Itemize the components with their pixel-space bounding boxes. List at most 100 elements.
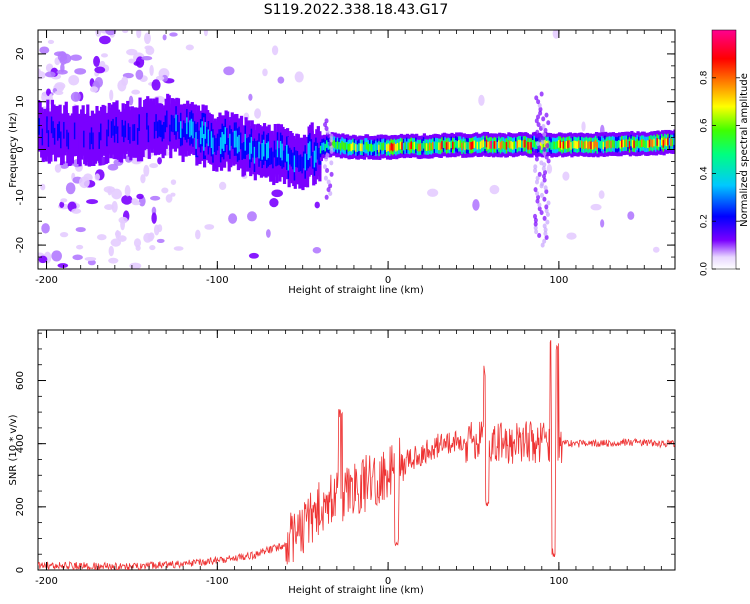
spectrogram-smear xyxy=(543,223,547,228)
spectrogram-noise-blob xyxy=(140,174,145,183)
spectrogram-noise-blob xyxy=(249,253,259,259)
spectrogram-smear xyxy=(534,95,538,100)
spectrogram-noise-blob xyxy=(254,108,261,118)
spectrogram-noise-blob xyxy=(136,194,143,199)
spectrogram-noise-blob xyxy=(157,239,165,243)
spectrogram-y-tick-label: -10 xyxy=(15,189,26,205)
spectrogram-noise-blob xyxy=(427,189,438,197)
spectrogram-noise-blob xyxy=(247,211,257,221)
spectrogram-noise-blob xyxy=(228,213,237,224)
spectrogram-noise-blob xyxy=(313,247,322,253)
spectrogram-noise-blob xyxy=(95,28,101,37)
spectrogram-smear xyxy=(329,160,333,165)
spectrogram-noise-blob xyxy=(151,212,156,223)
spectrogram-noise-blob xyxy=(76,227,86,232)
spectrogram-noise-blob xyxy=(115,231,121,237)
spectrogram-smear xyxy=(325,118,329,123)
spectrogram-noise-blob xyxy=(71,208,81,213)
spectrogram-smear xyxy=(541,124,545,129)
spectrogram-noise-blob xyxy=(112,201,118,213)
spectrogram-noise-blob xyxy=(163,34,167,40)
spectrogram-noise-blob xyxy=(93,56,100,67)
spectrogram-smear xyxy=(543,216,547,221)
colorbar-tick-label: 0.4 xyxy=(700,166,710,181)
snr-x-tick-label: 100 xyxy=(549,576,568,587)
spectrogram-noise-blob xyxy=(141,56,152,60)
spectrogram-noise-blob xyxy=(68,75,79,85)
spectrogram-noise-blob xyxy=(170,193,175,197)
spectrogram-noise-blob xyxy=(122,29,128,33)
spectrogram-smear xyxy=(323,164,327,169)
spectrogram-noise-blob xyxy=(128,59,135,64)
spectrogram-noise-blob xyxy=(99,36,111,45)
spectrogram-smear xyxy=(546,120,550,125)
colorbar-tick-label: 0.2 xyxy=(700,214,710,228)
spectrogram-smear xyxy=(534,187,538,192)
spectrogram-smear xyxy=(329,134,333,139)
spectrogram-smear xyxy=(330,172,334,177)
spectrogram-noise-blob xyxy=(60,198,67,202)
spectrogram-noise-blob xyxy=(144,46,152,50)
spectrogram-noise-blob xyxy=(76,245,83,250)
spectrogram-noise-blob xyxy=(653,247,660,253)
spectrogram-noise-blob xyxy=(59,202,64,208)
spectrogram-smear xyxy=(538,172,542,177)
snr-x-tick-label: -200 xyxy=(35,576,58,587)
spectrogram-smear xyxy=(542,162,546,167)
spectrogram-noise-blob xyxy=(111,189,122,200)
spectrogram-noise-blob xyxy=(315,202,320,209)
spectrogram-noise-blob xyxy=(94,66,105,73)
spectrogram-noise-blob xyxy=(627,211,634,220)
spectrogram-noise-blob xyxy=(125,185,131,196)
spectrogram-noise-blob xyxy=(599,190,605,199)
spectrogram-smear xyxy=(325,195,329,200)
spectrogram-noise-blob xyxy=(581,121,585,131)
spectrogram-noise-blob xyxy=(490,185,500,194)
spectrogram-smear xyxy=(537,233,541,238)
spectrogram-x-tick-label: 100 xyxy=(549,275,568,286)
spectrogram-noise-blob xyxy=(55,164,62,173)
spectrogram-noise-blob xyxy=(118,217,127,224)
spectrogram-smear xyxy=(535,130,539,135)
spectrogram-noise-blob xyxy=(72,255,82,261)
spectrogram-smear xyxy=(545,143,549,148)
spectrogram-smear xyxy=(324,176,328,181)
spectrogram-noise-blob xyxy=(157,157,162,164)
spectrogram-noise-blob xyxy=(149,163,158,168)
spectrogram-noise-blob xyxy=(70,55,82,61)
snr-y-tick-label: 600 xyxy=(15,371,26,390)
spectrogram-noise-blob xyxy=(219,182,226,190)
spectrogram-noise-blob xyxy=(174,246,184,251)
spectrogram-noise-blob xyxy=(39,46,49,53)
spectrogram-noise-blob xyxy=(85,257,97,261)
spectrogram-noise-blob xyxy=(161,187,168,193)
colorbar-tick-label: 0.0 xyxy=(700,262,710,277)
spectrogram-smear xyxy=(542,147,546,152)
spectrogram-smear xyxy=(544,185,548,190)
snr-y-tick-label: 200 xyxy=(15,497,26,516)
spectrogram-smear xyxy=(541,116,545,121)
spectrogram-noise-blob xyxy=(136,70,144,80)
spectrogram-noise-blob xyxy=(41,223,50,233)
spectrogram-smear xyxy=(544,113,548,118)
colorbar-tick-label: 0.8 xyxy=(700,70,710,85)
spectrogram-x-tick-label: -200 xyxy=(35,275,58,286)
spectrogram-noise-blob xyxy=(144,33,151,44)
spectrogram-noise-blob xyxy=(55,91,64,95)
spectrogram-noise-blob xyxy=(97,234,107,240)
spectrogram-noise-blob xyxy=(472,199,479,211)
spectrogram-noise-blob xyxy=(271,190,283,198)
spectrogram-noise-blob xyxy=(66,182,76,194)
spectrogram-noise-blob xyxy=(169,32,177,36)
spectrogram-noise-blob xyxy=(129,263,141,270)
spectrogram-noise-blob xyxy=(101,53,108,57)
spectrogram-smear xyxy=(533,149,537,154)
spectrogram-noise-blob xyxy=(109,90,113,101)
spectrogram-smear xyxy=(540,92,544,97)
spectrogram-noise-blob xyxy=(262,69,267,77)
spectrogram-noise-blob xyxy=(90,86,98,92)
spectrogram-noise-blob xyxy=(121,195,132,205)
figure-title: S119.2022.338.18.43.G17 xyxy=(264,2,449,18)
